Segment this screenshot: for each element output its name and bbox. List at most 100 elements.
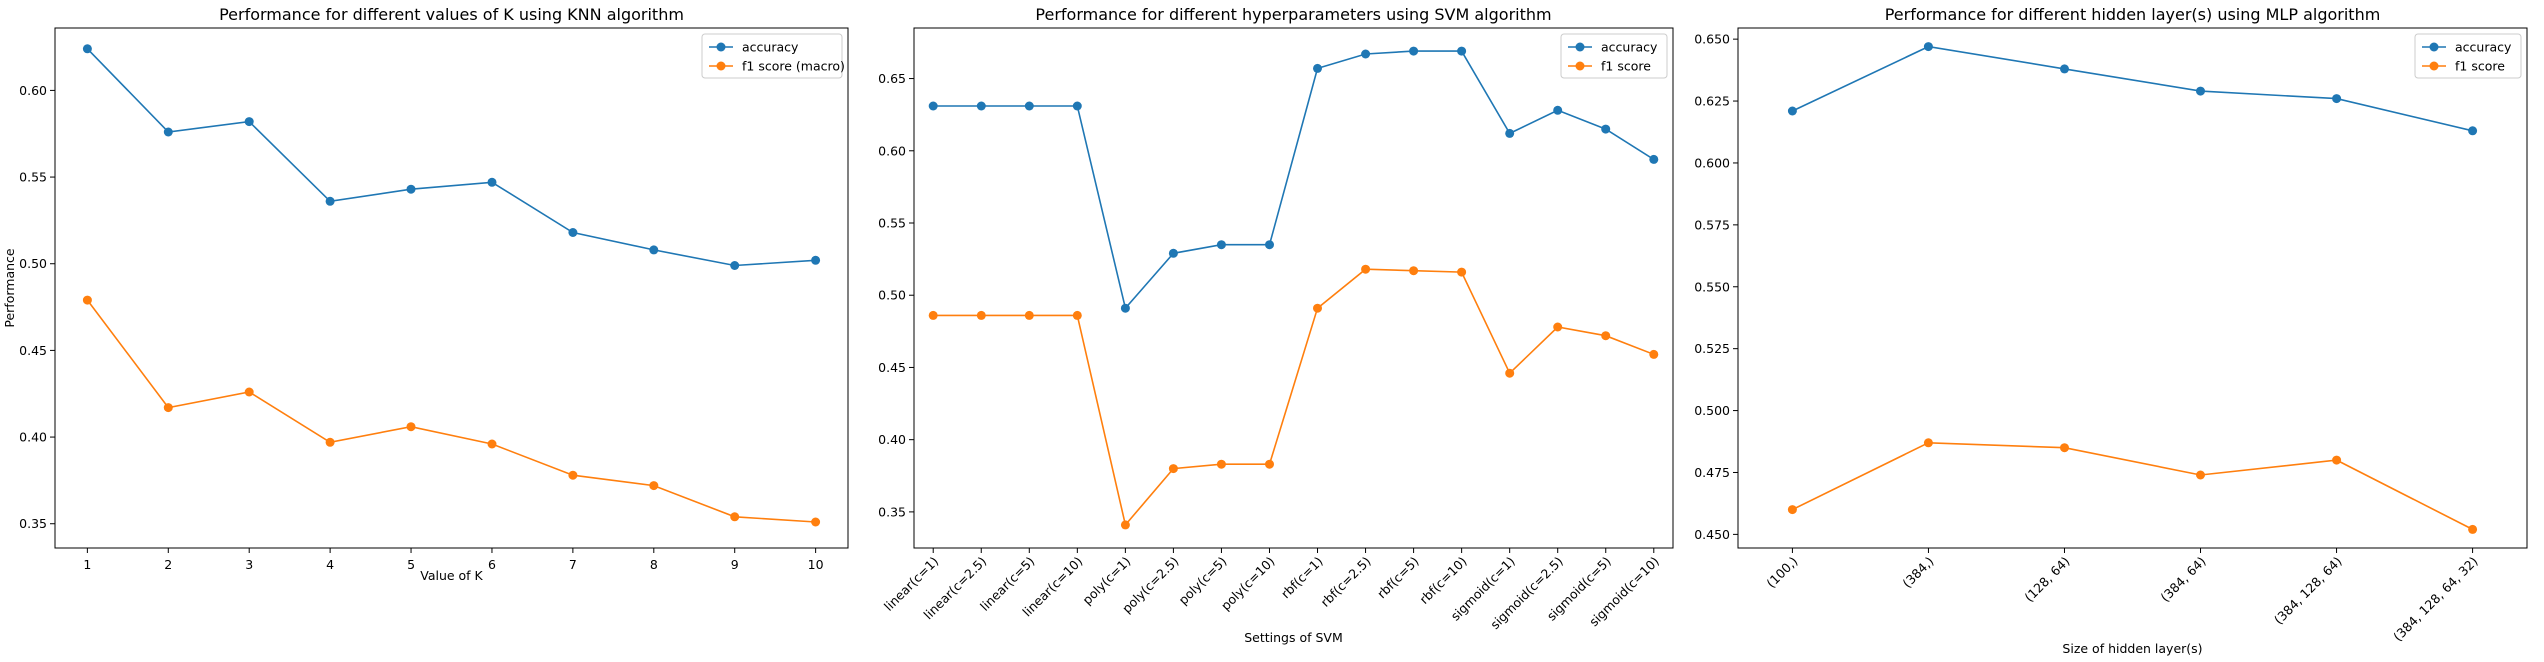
- x-tick-label: 6: [488, 557, 496, 572]
- data-point: [2332, 455, 2342, 465]
- series-line-accuracy: [86, 48, 816, 267]
- data-point: [1072, 310, 1082, 320]
- data-point: [1120, 520, 1130, 530]
- y-tick-label: 0.40: [878, 432, 906, 447]
- legend: [701, 33, 843, 79]
- series-line-f1-score: [1792, 441, 2473, 531]
- chart-1: Performance for different values of K us…: [2, 5, 849, 583]
- data-point: [1361, 264, 1371, 274]
- data-point: [406, 184, 416, 194]
- legend-marker: [2429, 61, 2439, 71]
- legend-label: accuracy: [742, 40, 799, 55]
- y-tick-label: 0.600: [1694, 155, 1730, 170]
- legend-label: f1 score: [2455, 59, 2505, 74]
- legend-label: f1 score (macro): [742, 59, 845, 74]
- chart-2: Performance for different hyperparameter…: [878, 5, 1674, 645]
- data-point: [487, 177, 497, 187]
- data-point: [976, 101, 986, 111]
- x-tick-label: rbf(c=5): [1374, 554, 1422, 602]
- y-tick-label: 0.650: [1694, 32, 1730, 47]
- y-axis-label: Performance: [2, 248, 17, 328]
- data-point: [811, 517, 821, 527]
- data-point: [2468, 524, 2478, 534]
- data-point: [2060, 64, 2069, 74]
- series-line-f1-score-macro-: [86, 299, 816, 523]
- x-tick-label: (384, 128, 64): [2271, 554, 2345, 628]
- series-line-f1-score: [933, 268, 1655, 527]
- x-tick-label: 10: [808, 557, 824, 572]
- x-tick-label: 9: [731, 557, 739, 572]
- data-point: [406, 422, 416, 432]
- data-point: [2196, 86, 2205, 96]
- data-point: [82, 295, 92, 305]
- y-tick-label: 0.575: [1694, 217, 1730, 232]
- x-tick-label: 8: [650, 557, 658, 572]
- data-point: [568, 470, 578, 480]
- x-tick-label: rbf(c=1): [1278, 554, 1326, 602]
- x-tick-label: rbf(c=2.5): [1317, 554, 1373, 610]
- series-line-accuracy: [933, 50, 1655, 310]
- data-point: [1120, 303, 1130, 313]
- data-point: [928, 310, 938, 320]
- chart-3: Performance for different hidden layer(s…: [1694, 5, 2528, 656]
- data-point: [1923, 42, 1933, 52]
- y-tick-label: 0.60: [19, 83, 47, 98]
- chart-title: Performance for different hyperparameter…: [1035, 5, 1551, 24]
- data-point: [1168, 464, 1178, 474]
- x-tick-label: 1: [83, 557, 91, 572]
- y-tick-label: 0.625: [1694, 94, 1730, 109]
- legend-marker: [1575, 42, 1585, 52]
- data-point: [1923, 438, 1933, 448]
- data-point: [1216, 240, 1226, 250]
- data-point: [1265, 240, 1274, 250]
- x-axis-label: Size of hidden layer(s): [2062, 641, 2202, 656]
- data-point: [568, 228, 578, 237]
- data-point: [2196, 470, 2205, 480]
- legend: [1560, 33, 1668, 79]
- x-tick-label: (384, 64): [2157, 554, 2208, 605]
- data-point: [325, 196, 335, 206]
- data-point: [1787, 106, 1797, 116]
- data-point: [487, 439, 497, 449]
- y-tick-label: 0.60: [878, 143, 906, 158]
- y-tick-label: 0.45: [19, 343, 47, 358]
- legend-marker: [2429, 42, 2439, 52]
- data-point: [976, 310, 986, 320]
- data-point: [1649, 349, 1659, 359]
- data-point: [1457, 267, 1467, 277]
- x-tick-label: (384, 128, 64, 32): [2390, 554, 2481, 645]
- chart-title: Performance for different values of K us…: [219, 5, 684, 24]
- data-point: [1601, 124, 1611, 134]
- data-point: [1216, 459, 1226, 469]
- data-point: [649, 245, 659, 255]
- axes-frame: [913, 27, 1674, 549]
- legend-marker: [1575, 61, 1585, 71]
- data-point: [1265, 459, 1274, 469]
- y-tick-label: 0.35: [19, 516, 47, 531]
- data-point: [1457, 46, 1467, 56]
- data-point: [2332, 94, 2342, 104]
- data-point: [2468, 126, 2478, 136]
- y-tick-label: 0.525: [1694, 341, 1730, 356]
- x-tick-label: 2: [164, 557, 172, 572]
- data-point: [1505, 368, 1515, 378]
- x-tick-label: 7: [569, 557, 577, 572]
- legend-marker: [716, 61, 726, 71]
- x-axis-label: Settings of SVM: [1244, 630, 1343, 645]
- legend-marker: [716, 42, 726, 52]
- x-tick-label: 4: [326, 557, 334, 572]
- data-point: [163, 127, 173, 137]
- x-tick-label: 3: [245, 557, 253, 572]
- data-point: [1409, 46, 1419, 56]
- data-point: [928, 101, 938, 111]
- y-tick-label: 0.50: [19, 256, 47, 271]
- data-point: [82, 44, 92, 54]
- y-tick-label: 0.65: [878, 71, 906, 86]
- data-point: [1553, 322, 1563, 332]
- y-tick-label: 0.50: [878, 288, 906, 303]
- x-tick-label: (384,): [1899, 554, 1936, 591]
- data-point: [325, 437, 335, 447]
- y-tick-label: 0.550: [1694, 279, 1730, 294]
- data-point: [1601, 331, 1611, 341]
- chart-title: Performance for different hidden layer(s…: [1885, 5, 2381, 24]
